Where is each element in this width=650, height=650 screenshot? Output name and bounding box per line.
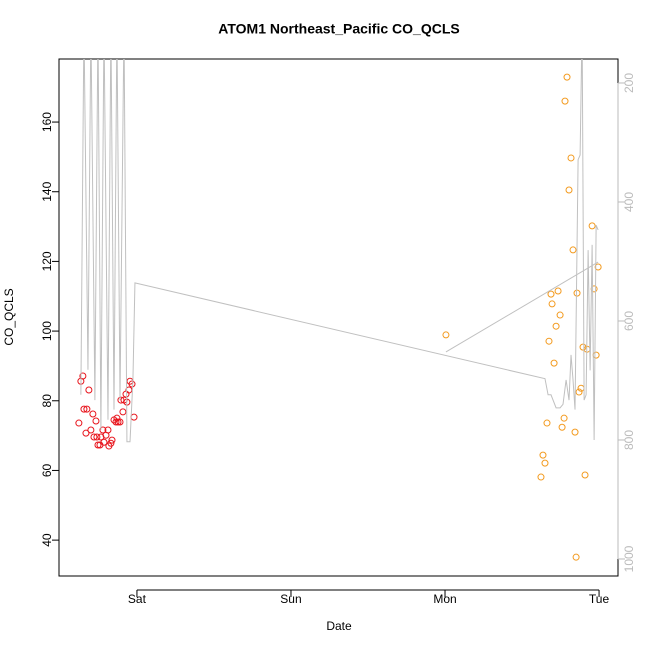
data-point — [94, 441, 102, 449]
data-line — [80, 59, 599, 443]
data-point — [122, 390, 130, 398]
plot-area — [75, 59, 602, 561]
data-point — [571, 428, 579, 436]
data-point — [567, 154, 575, 162]
data-point — [547, 290, 555, 298]
data-point — [558, 423, 566, 431]
data-point — [92, 417, 100, 425]
data-point — [548, 300, 556, 308]
data-point — [573, 289, 581, 297]
x-tick-label: Mon — [433, 592, 456, 606]
data-point — [552, 322, 560, 330]
y-axis-title: CO_QCLS — [2, 288, 16, 345]
data-point — [588, 222, 596, 230]
data-point — [116, 418, 124, 426]
data-point — [581, 471, 589, 479]
data-point — [79, 372, 87, 380]
chart-title: ATOM1 Northeast_Pacific CO_QCLS — [218, 21, 459, 37]
y-tick-label: 80 — [40, 394, 54, 408]
data-point — [119, 408, 127, 416]
plot-frame — [58, 58, 619, 577]
data-point — [90, 433, 98, 441]
data-point — [128, 380, 136, 388]
data-point — [89, 410, 97, 418]
y-tick-label: 100 — [40, 321, 54, 341]
data-point — [541, 459, 549, 467]
data-point — [117, 396, 125, 404]
data-point — [107, 439, 115, 447]
data-point — [100, 438, 108, 446]
y2-tick-label: 200 — [622, 73, 636, 93]
y-tick-label: 40 — [40, 533, 54, 547]
y2-tick-label: 800 — [622, 430, 636, 450]
data-point — [539, 451, 547, 459]
data-point — [561, 97, 569, 105]
data-point — [85, 386, 93, 394]
data-point — [93, 433, 101, 441]
x-axis-title: Date — [326, 619, 352, 633]
x-tick-label: Sat — [128, 592, 147, 606]
data-point — [82, 429, 90, 437]
data-point — [579, 343, 587, 351]
x-tick-label: Sun — [280, 592, 301, 606]
data-point — [575, 388, 583, 396]
y2-tick-label: 400 — [622, 192, 636, 212]
x-tick-label: Tue — [589, 592, 610, 606]
data-point — [592, 351, 600, 359]
data-point — [537, 473, 545, 481]
data-point — [75, 419, 83, 427]
data-point — [83, 405, 91, 413]
data-point — [125, 386, 133, 394]
data-point — [543, 419, 551, 427]
data-point — [442, 331, 450, 339]
data-point — [108, 436, 116, 444]
data-point — [112, 418, 120, 426]
y2-tick-label: 600 — [622, 311, 636, 331]
data-point — [569, 246, 577, 254]
data-point — [104, 426, 112, 434]
data-point — [554, 287, 562, 295]
data-point — [87, 426, 95, 434]
y-tick-label: 60 — [40, 463, 54, 477]
y2-tick-label: 1000 — [622, 545, 636, 572]
data-point — [594, 263, 602, 271]
data-point — [130, 413, 138, 421]
y-tick-label: 140 — [40, 181, 54, 201]
data-point — [590, 285, 598, 293]
data-point — [563, 73, 571, 81]
data-point — [545, 337, 553, 345]
data-point — [80, 405, 88, 413]
data-point — [556, 311, 564, 319]
data-point — [560, 414, 568, 422]
data-point — [114, 418, 122, 426]
data-point — [99, 426, 107, 434]
data-point — [572, 553, 580, 561]
data-point — [565, 186, 573, 194]
data-point — [550, 359, 558, 367]
y-tick-label: 120 — [40, 251, 54, 271]
y-tick-label: 160 — [40, 112, 54, 132]
